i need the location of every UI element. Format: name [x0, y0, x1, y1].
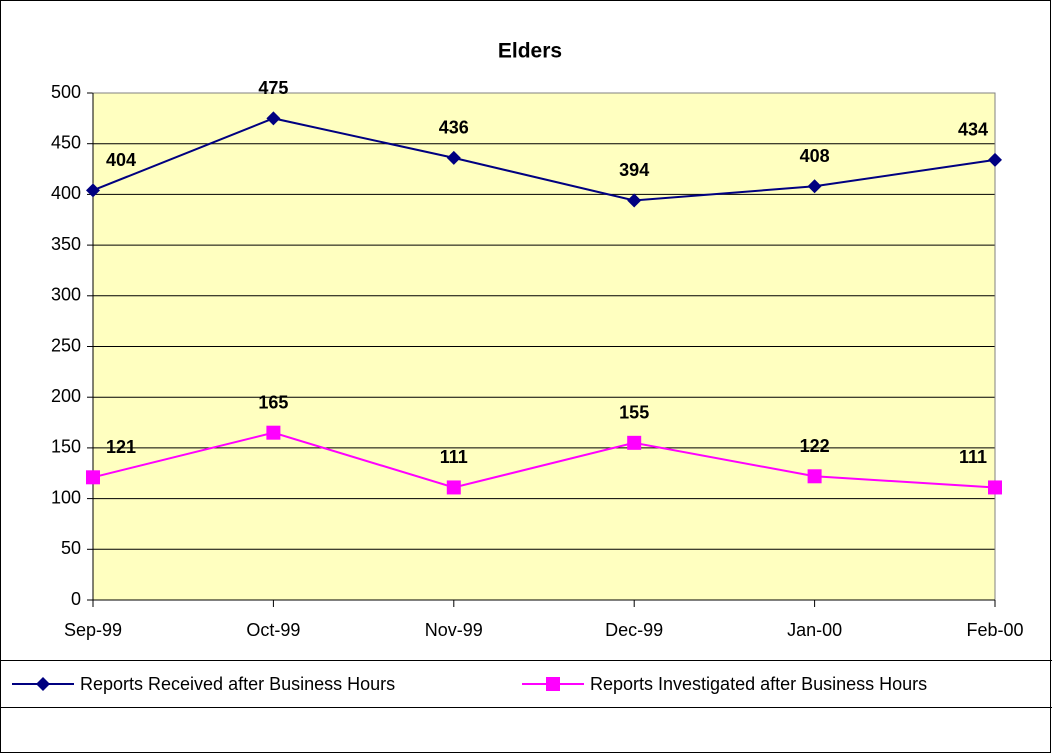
legend-marker: [36, 677, 50, 691]
data-label: 434: [958, 120, 988, 140]
data-label: 121: [106, 437, 136, 457]
data-label: 111: [440, 447, 468, 467]
data-label: 165: [258, 392, 288, 412]
data-label: 155: [619, 403, 649, 423]
data-label: 404: [106, 150, 136, 170]
marker: [807, 469, 822, 484]
x-tick-label: Jan-00: [787, 620, 842, 640]
x-tick-label: Sep-99: [64, 620, 122, 640]
y-tick-label: 450: [51, 132, 81, 152]
data-label: 394: [619, 160, 649, 180]
marker: [86, 183, 100, 198]
legend-label: Reports Received after Business Hours: [80, 674, 395, 694]
marker: [446, 150, 461, 165]
x-tick-label: Feb-00: [966, 620, 1023, 640]
marker: [627, 435, 642, 450]
y-tick-label: 400: [51, 183, 81, 203]
marker: [988, 152, 1002, 167]
y-tick-label: 0: [71, 589, 81, 609]
data-label: 122: [800, 436, 830, 456]
data-label: 475: [258, 78, 288, 98]
legend-label: Reports Investigated after Business Hour…: [590, 674, 927, 694]
marker: [446, 480, 461, 495]
data-label: 436: [439, 118, 469, 138]
y-tick-label: 50: [61, 538, 81, 558]
legend-item: Reports Received after Business Hours: [12, 674, 395, 694]
series-line: [92, 431, 996, 489]
y-tick-label: 150: [51, 437, 81, 457]
marker: [988, 480, 1002, 495]
marker: [627, 193, 642, 208]
legend-marker: [546, 677, 560, 691]
x-tick-label: Oct-99: [246, 620, 300, 640]
marker: [807, 179, 822, 194]
x-tick-label: Dec-99: [605, 620, 663, 640]
marker: [266, 425, 281, 440]
y-tick-label: 500: [51, 82, 81, 102]
series-line: [92, 117, 996, 202]
data-label: 111: [959, 447, 987, 467]
chart-title: Elders: [498, 40, 562, 63]
y-tick-label: 100: [51, 487, 81, 507]
marker: [86, 470, 100, 485]
marker: [266, 111, 281, 126]
y-tick-label: 300: [51, 285, 81, 305]
data-label: 408: [800, 146, 830, 166]
x-tick-label: Nov-99: [425, 620, 483, 640]
y-tick-label: 250: [51, 335, 81, 355]
y-tick-label: 200: [51, 386, 81, 406]
legend-item: Reports Investigated after Business Hour…: [522, 674, 927, 694]
y-tick-label: 350: [51, 234, 81, 254]
